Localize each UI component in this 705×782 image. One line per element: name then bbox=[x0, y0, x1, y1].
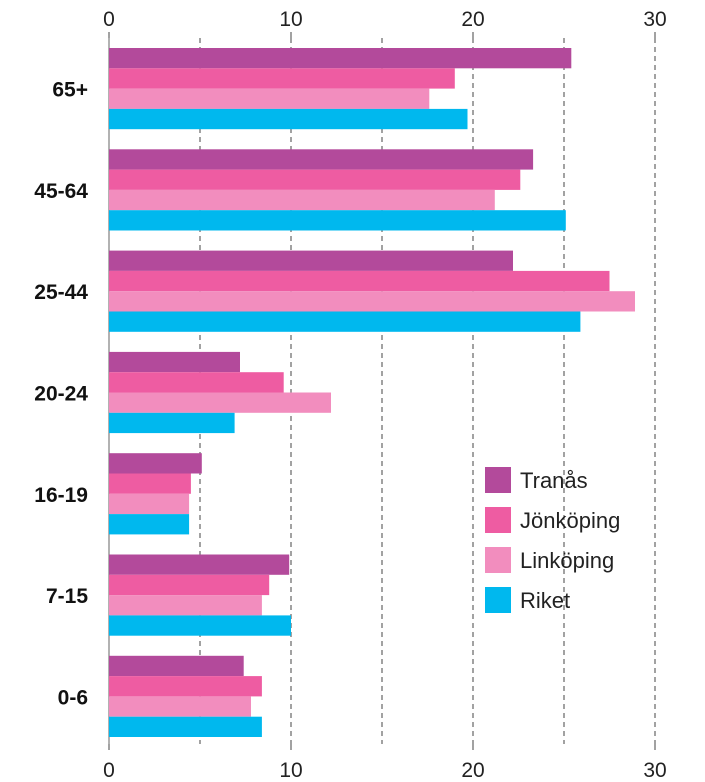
bar-20-24-Tranås bbox=[109, 351, 240, 373]
x-tick-label-top-10: 10 bbox=[279, 8, 302, 31]
legend-swatch-tranas bbox=[485, 467, 511, 493]
bar-65+-Linköping bbox=[109, 88, 430, 109]
bar-65+-Riket bbox=[109, 108, 468, 130]
x-axis-top: 0 10 20 30 bbox=[103, 8, 667, 38]
bar-20-24-Riket bbox=[109, 412, 235, 434]
bar-45-64-Linköping bbox=[109, 189, 495, 211]
x-tick-label-top-0: 0 bbox=[103, 8, 115, 31]
category-label-25-44: 25-44 bbox=[34, 281, 88, 304]
x-tick-label-bottom-30: 30 bbox=[643, 759, 666, 782]
bar-65+-Tranås bbox=[109, 48, 572, 69]
bar-0-6-Jönköping bbox=[109, 676, 262, 697]
category-label-16-19: 16-19 bbox=[34, 484, 88, 507]
category-label-45-64: 45-64 bbox=[34, 180, 88, 203]
bar-45-64-Riket bbox=[109, 210, 566, 231]
x-tick-label-bottom-0: 0 bbox=[103, 759, 115, 782]
legend-label-jonkoping: Jönköping bbox=[520, 508, 620, 533]
category-label-0-6: 0-6 bbox=[58, 686, 88, 709]
bar-25-44-Linköping bbox=[109, 291, 635, 312]
bar-0-6-Tranås bbox=[109, 655, 244, 677]
bar-7-15-Linköping bbox=[109, 595, 262, 616]
category-label-7-15: 7-15 bbox=[46, 585, 88, 608]
bar-7-15-Riket bbox=[109, 615, 291, 636]
y-axis-categories: 65+ 45-64 25-44 20-24 16-19 7-15 0-6 bbox=[34, 79, 88, 710]
legend-swatch-jonkoping bbox=[485, 507, 511, 533]
legend-label-riket: Riket bbox=[520, 588, 570, 613]
bars bbox=[109, 48, 635, 737]
legend: Tranås Jönköping Linköping Riket bbox=[485, 467, 620, 613]
x-axis-bottom: 0 10 20 30 bbox=[103, 744, 667, 782]
bar-65+-Jönköping bbox=[109, 68, 455, 89]
x-tick-label-bottom-10: 10 bbox=[279, 759, 302, 782]
bar-16-19-Jönköping bbox=[109, 473, 191, 494]
bar-25-44-Tranås bbox=[109, 250, 513, 271]
legend-label-linkoping: Linköping bbox=[520, 548, 614, 573]
bar-25-44-Riket bbox=[109, 311, 581, 332]
bar-16-19-Linköping bbox=[109, 493, 190, 515]
bar-7-15-Tranås bbox=[109, 554, 290, 575]
bar-16-19-Riket bbox=[109, 514, 190, 535]
category-label-20-24: 20-24 bbox=[34, 383, 88, 406]
legend-swatch-linkoping bbox=[485, 547, 511, 573]
bar-0-6-Linköping bbox=[109, 696, 251, 717]
category-label-65+: 65+ bbox=[52, 79, 88, 102]
bar-45-64-Jönköping bbox=[109, 169, 521, 190]
bar-0-6-Riket bbox=[109, 716, 262, 737]
x-tick-label-top-20: 20 bbox=[461, 8, 484, 31]
x-tick-label-bottom-20: 20 bbox=[461, 759, 484, 782]
bar-25-44-Jönköping bbox=[109, 270, 610, 292]
legend-swatch-riket bbox=[485, 587, 511, 613]
bar-16-19-Tranås bbox=[109, 453, 202, 474]
bar-7-15-Jönköping bbox=[109, 574, 270, 596]
bar-20-24-Linköping bbox=[109, 392, 331, 413]
legend-label-tranas: Tranås bbox=[520, 468, 588, 493]
x-tick-label-top-30: 30 bbox=[643, 8, 666, 31]
bar-20-24-Jönköping bbox=[109, 372, 284, 393]
bar-45-64-Tranås bbox=[109, 149, 534, 170]
